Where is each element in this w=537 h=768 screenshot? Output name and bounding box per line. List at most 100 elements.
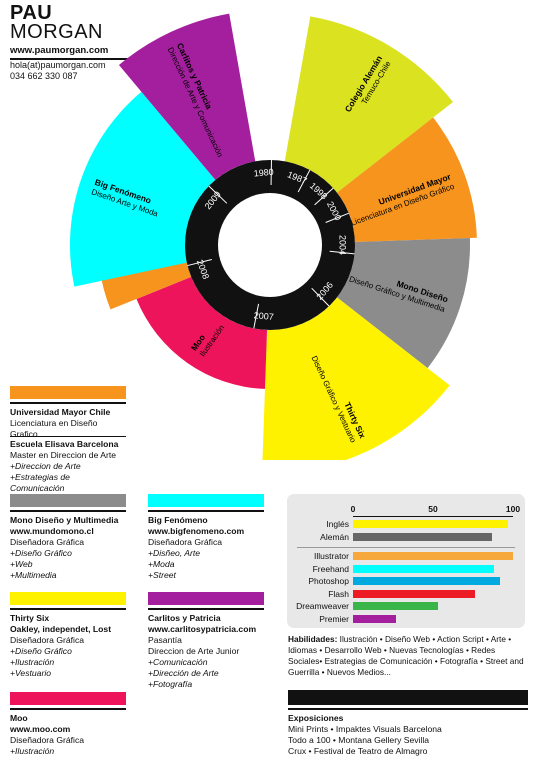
entry-color-bar	[148, 592, 264, 605]
entry-site[interactable]: www.moo.com	[10, 724, 71, 734]
experience-entry: Escuela Elisava Barcelona Master en Direc…	[10, 434, 126, 494]
habilidades-label: Habilidades:	[288, 634, 338, 644]
entry-skill: +Direccion de Arte	[10, 461, 81, 471]
brand-first-name: PAU	[10, 2, 53, 24]
entry-rule	[10, 402, 126, 404]
skills-axis	[353, 516, 513, 517]
timeline-segment	[284, 16, 453, 193]
entry-rule	[10, 436, 126, 437]
skills-chart: 0 50 100 Inglés Alemán Illustrator Freehand Pho…	[287, 494, 525, 628]
entry-rule	[148, 510, 264, 512]
entry-skill: +Multimedia	[10, 570, 57, 580]
skills-tick-label: 0	[350, 504, 356, 514]
skill-label: Premier	[319, 613, 349, 624]
entry-line: Direccion de Arte Junior	[148, 646, 240, 656]
entry-skill: +Moda	[148, 559, 175, 569]
entry-line: Pasantía	[148, 635, 182, 645]
entry-line: Diseñadora Gráfica	[10, 735, 85, 745]
year-tick	[325, 212, 349, 223]
timeline-segment	[262, 297, 450, 460]
entry-skill: +Disñeo, Arte	[148, 548, 200, 558]
entry-skill: +Ilustración	[10, 657, 55, 667]
exposiciones-rule	[288, 708, 528, 710]
entry-title: Escuela Elisava Barcelona	[10, 439, 119, 449]
skill-bar	[353, 602, 438, 610]
exposiciones-bar	[288, 690, 528, 705]
entry-color-bar	[10, 494, 126, 507]
entry-skill: +Comunicación	[148, 657, 208, 667]
entry-color-bar	[10, 692, 126, 705]
skill-label: Illustrator	[314, 551, 349, 561]
skill-label: Inglés	[326, 519, 349, 529]
header: PAU MORGAN www.paumorgan.com hola(at)pau…	[10, 2, 140, 82]
skill-bar	[353, 564, 494, 573]
skill-label: Dreamweaver	[296, 601, 349, 611]
skill-bar	[353, 589, 475, 598]
skill-bar	[353, 577, 501, 585]
year-tick	[253, 303, 260, 329]
entry-line: Diseñadora Gráfica	[10, 635, 85, 645]
skills-tick-label: 50	[428, 504, 438, 514]
email-text: hola(at)paumorgan.com	[10, 60, 106, 70]
exposiciones-title: Exposiciones	[288, 713, 344, 723]
year-label: 2007	[253, 310, 274, 322]
experience-entry: Carlitos y Patricia www.carlitosypatricia…	[148, 592, 264, 690]
year-label: 2004	[338, 235, 348, 255]
entry-line: Licenciatura en Diseño Grafico	[10, 418, 98, 439]
skill-label: Flash	[328, 588, 349, 599]
entry-line: Master en Direccion de Arte	[10, 450, 117, 460]
timeline-segment	[136, 276, 268, 389]
entry-site[interactable]: www.mundomono.cl	[10, 526, 94, 536]
timeline-center	[218, 193, 322, 297]
entry-line: Diseñadora Gráfica	[148, 537, 223, 547]
entry-skill: +Diseño Gráfico	[10, 548, 72, 558]
experience-entry: Thirty Six Oakley, independet, Lost Diseña…	[10, 592, 126, 679]
entry-skill: +Estrategias de Comunicación	[10, 472, 70, 493]
entry-title: Big Fenómeno	[148, 515, 208, 525]
year-tick	[314, 187, 334, 206]
timeline-segment	[118, 13, 256, 180]
entry-rule	[10, 510, 126, 512]
experience-entry: Universidad Mayor Chile Licenciatura en D…	[10, 386, 126, 440]
entry-rule	[10, 608, 126, 610]
entry-title: Moo	[10, 713, 28, 723]
entry-title: Mono Diseño y Multimedia	[10, 515, 119, 525]
entry-site[interactable]: www.carlitosypatricia.com	[148, 624, 257, 634]
year-tick	[187, 259, 212, 267]
year-tick	[208, 185, 228, 204]
exposicion-item: Crux • Festival de Teatro de Almagro	[288, 746, 428, 756]
entry-title: Carlitos y Patricia	[148, 613, 221, 623]
timeline-segment	[70, 91, 216, 287]
year-label: 1980	[253, 167, 274, 179]
skill-bar	[353, 614, 397, 623]
skills-tick-label: 100	[505, 504, 521, 514]
timeline-segment	[336, 117, 477, 243]
entry-skill: +Dirección de Arte	[148, 668, 219, 678]
exposicion-item: Todo a 100 • Montana Gellery Sevilla	[288, 735, 430, 745]
entry-site: Oakley, independet, Lost	[10, 624, 112, 634]
skill-label: Photoshop	[308, 576, 349, 586]
habilidades-text: Ilustración • Diseño Web • Action Script…	[288, 634, 524, 677]
entry-site[interactable]: www.bigfenomeno.com	[148, 526, 245, 536]
phone-text: 034 662 330 087	[10, 71, 78, 81]
entry-color-bar	[10, 592, 126, 605]
exposiciones-section: Exposiciones Mini Prints • Impaktes Visu…	[288, 690, 528, 757]
website-link[interactable]: www.paumorgan.com	[10, 45, 140, 60]
entry-skill: +Diseño Gráfico	[10, 646, 72, 656]
year-tick	[297, 169, 311, 193]
entry-title: Universidad Mayor Chile	[10, 407, 111, 417]
entry-skill: +Street	[148, 570, 176, 580]
entry-skill: +Vestuario	[10, 668, 52, 678]
entry-color-bar	[10, 386, 126, 399]
skills-separator	[297, 547, 515, 548]
entry-color-bar	[148, 494, 264, 507]
experience-entry: Big Fenómeno www.bigfenomeno.com Diseñador…	[148, 494, 264, 581]
entry-skill: +Web	[10, 559, 33, 569]
habilidades-section: Habilidades: Ilustración • Diseño Web • …	[288, 634, 528, 678]
brand-last-name: MORGAN	[10, 21, 103, 43]
skill-label: Alemán	[320, 532, 349, 542]
timeline-segment	[336, 238, 470, 369]
experience-entry: Mono Diseño y Multimedia www.mundomono.cl…	[10, 494, 126, 581]
entry-title: Thirty Six	[10, 613, 50, 623]
